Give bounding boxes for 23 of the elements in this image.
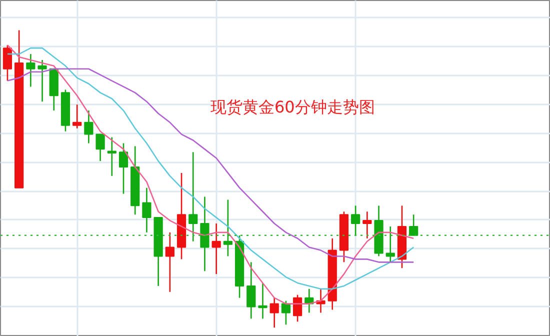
candlestick xyxy=(270,297,279,328)
candlestick xyxy=(26,53,36,88)
candlestick xyxy=(409,214,418,236)
candlestick xyxy=(165,232,174,293)
text: 现货黄金60分钟走势图 xyxy=(210,98,375,116)
candlestick xyxy=(223,199,232,257)
candlestick xyxy=(292,294,302,322)
candlestick xyxy=(258,282,268,320)
candlestick xyxy=(200,196,210,272)
candlestick xyxy=(38,59,47,102)
candlestick xyxy=(362,210,372,240)
candlestick xyxy=(142,187,152,234)
candlestick xyxy=(107,136,116,177)
candlestick xyxy=(84,110,94,144)
candlestick xyxy=(386,226,395,263)
candlestick xyxy=(72,104,82,130)
candlestick xyxy=(351,205,360,236)
candlestick xyxy=(246,262,256,320)
candlestick xyxy=(118,142,128,194)
candlestick xyxy=(188,151,198,242)
candlestick xyxy=(2,44,12,82)
candlestick xyxy=(96,134,105,162)
candlestick xyxy=(212,222,221,275)
